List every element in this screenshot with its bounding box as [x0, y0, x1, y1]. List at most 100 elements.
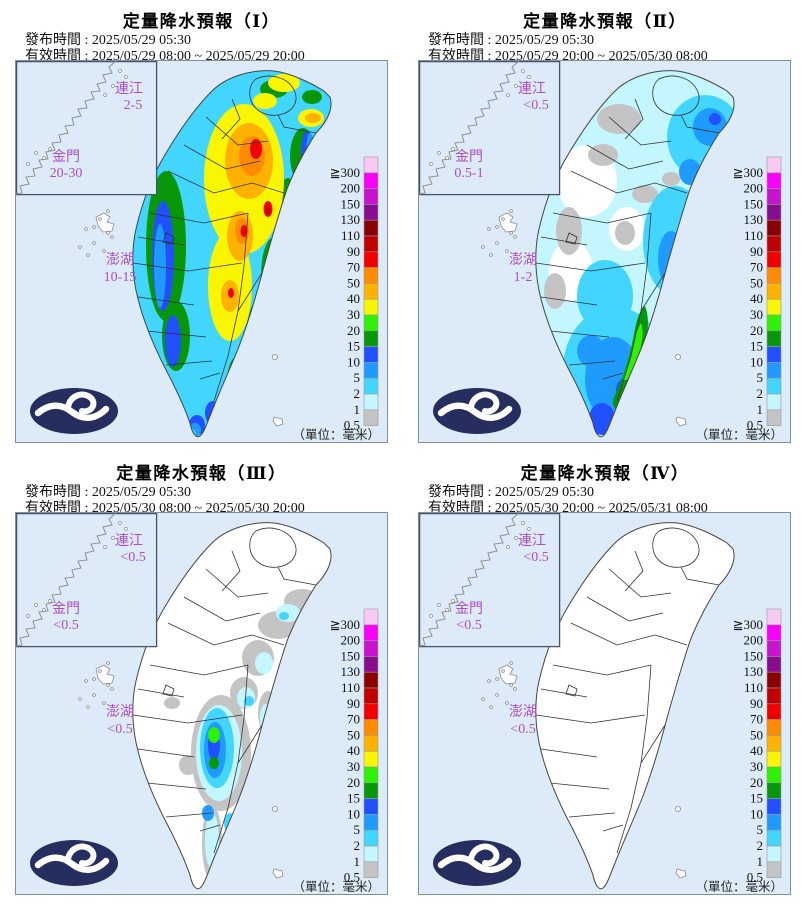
panel-title: 定量降水預報（Ⅰ） [122, 12, 281, 31]
issued-time: 2025/05/29 05:30 [91, 33, 192, 48]
legend-color-box [766, 750, 782, 768]
legend-color-box [363, 624, 379, 641]
lienchiang-label: 連江 [518, 81, 546, 97]
legend-tick-label: 30 [347, 759, 360, 774]
rain-area [577, 335, 605, 367]
forecast-panel-1: 定量降水預報（Ⅰ） 發布時間 : 2025/05/29 05:30 有效時間 :… [0, 0, 403, 452]
rain-area [240, 225, 248, 237]
legend-tick-label: 130 [341, 212, 361, 227]
taiwan-coastline [132, 522, 332, 890]
valid-label: 有效時間 : [428, 500, 492, 516]
legend-tick-label: 1 [354, 402, 361, 417]
unit-label: （單位：毫米） [695, 879, 783, 894]
legend-tick-label: 15 [347, 339, 360, 354]
rain-area [208, 727, 220, 743]
issued-label: 發布時間 : [428, 485, 492, 500]
logo-wave [437, 854, 513, 873]
rain-area [588, 144, 618, 166]
logo-wave [34, 854, 110, 873]
legend-tick-label: 50 [347, 275, 360, 290]
legend-tick-label: 0.5 [747, 418, 763, 433]
legend-tick-label: 0.5 [747, 870, 763, 885]
legend-color-box [363, 283, 379, 300]
county-borders [132, 527, 317, 854]
legend-tick-label: 1 [354, 854, 361, 869]
lienchiang-label: 連江 [115, 81, 143, 97]
logo-wave [437, 402, 513, 421]
legend-tick-label: ≧300 [330, 165, 360, 180]
legend-tick-label: 1 [757, 402, 764, 417]
legend-tick-label: 5 [354, 370, 361, 385]
cwb-logo [433, 388, 521, 434]
rain-area [632, 185, 658, 203]
legend-tick-label: 70 [347, 260, 360, 275]
map-frame: 連江 2-5 金門 20-30 澎湖 10-15 ≧300 200 150 130 110 90 70 5… [15, 60, 388, 443]
legend-tick-label: 20 [750, 775, 763, 790]
legend-tick-label: 15 [750, 339, 763, 354]
rain-area [244, 696, 254, 706]
legend-color-box [363, 298, 379, 316]
legend-tick-label: 10 [347, 806, 360, 821]
logo-curl [65, 843, 97, 867]
legend-tick-label: 2 [757, 838, 764, 853]
county-borders [535, 527, 720, 854]
rain-map-III: 連江<0.5金門<0.5澎湖<0.5≧300200150130110907050… [16, 513, 387, 894]
legend-tick-label: 110 [341, 680, 360, 695]
legend-tick-label: 1 [757, 854, 764, 869]
valid-range: 2025/05/29 08:00 ~ 2025/05/29 20:00 [91, 48, 305, 64]
panel-meta: 發布時間 : 2025/05/29 05:30 有效時間 : 2025/05/3… [403, 485, 807, 516]
legend-tick-label: 40 [750, 291, 763, 306]
legend-tick-label: 5 [757, 370, 764, 385]
legend-color-box [363, 640, 379, 657]
penghu-label: 澎湖 [509, 704, 537, 720]
legend-color-box [766, 861, 782, 878]
legend-color-box [766, 251, 782, 268]
orchid-island [272, 868, 284, 879]
legend-color-box [363, 330, 379, 347]
penghu-label: 澎湖 [106, 704, 134, 720]
legend-color-box [766, 640, 782, 657]
legend-tick-label: 90 [347, 244, 360, 259]
legend-tick-label: 50 [750, 727, 763, 742]
legend-color-box [363, 267, 379, 284]
rain-area [597, 104, 641, 134]
rain-area [154, 224, 166, 308]
green-island [674, 805, 681, 812]
rain-area [228, 288, 234, 298]
legend-tick-label: 10 [347, 354, 360, 369]
rain-area [544, 273, 566, 309]
legend-color-box [766, 845, 782, 863]
legend-tick-label: 5 [757, 822, 764, 837]
legend-tick-label: 40 [347, 743, 360, 758]
rain-area [662, 172, 680, 186]
legend-color-box [766, 608, 782, 626]
valid-label: 有效時間 : [428, 48, 492, 64]
taiwan-coastline [535, 70, 735, 438]
kinmen-label: 金門 [455, 149, 483, 165]
issued-label: 發布時間 : [25, 33, 89, 48]
legend-color-box [766, 283, 782, 300]
legend-tick-label: 10 [750, 806, 763, 821]
penghu-islands [481, 209, 518, 257]
kinmen-value: 0.5-1 [454, 166, 483, 181]
rain-areas [164, 589, 320, 881]
legend-tick-label: 20 [347, 323, 360, 338]
legend-color-box [363, 719, 379, 736]
rain-area [577, 260, 633, 332]
lienchiang-label: 連江 [518, 533, 546, 549]
legend-tick-label: 30 [750, 759, 763, 774]
legend-tick-label: 30 [750, 307, 763, 322]
legend-tick-label: 40 [750, 743, 763, 758]
kinmen-label: 金門 [455, 601, 483, 617]
cwb-logo [30, 388, 118, 434]
orchid-island [675, 416, 687, 427]
panel-meta: 發布時間 : 2025/05/29 05:30 有效時間 : 2025/05/3… [0, 485, 403, 516]
map-frame: 連江 <0.5 金門 <0.5 澎湖 <0.5 ≧300 200 150 130 110 90 70 50… [418, 512, 791, 895]
taiwan-coastline [132, 70, 332, 438]
legend-tick-label: ≧300 [330, 617, 360, 632]
lienchiang-value: <0.5 [120, 550, 145, 565]
legend-color-box [766, 346, 782, 363]
cwb-logo [30, 840, 118, 886]
valid-range: 2025/05/30 08:00 ~ 2025/05/30 20:00 [91, 500, 305, 516]
